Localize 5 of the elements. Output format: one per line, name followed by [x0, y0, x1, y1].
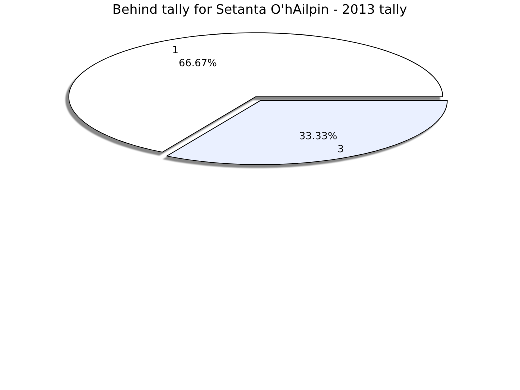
slice-label: 3: [338, 144, 344, 156]
chart-title: Behind tally for Setanta O'hAilpin - 2013 tally: [112, 3, 408, 18]
data-label: 33.33%: [299, 131, 338, 142]
slice-label: 1: [172, 45, 179, 56]
data-label: 66.67%: [178, 58, 218, 70]
